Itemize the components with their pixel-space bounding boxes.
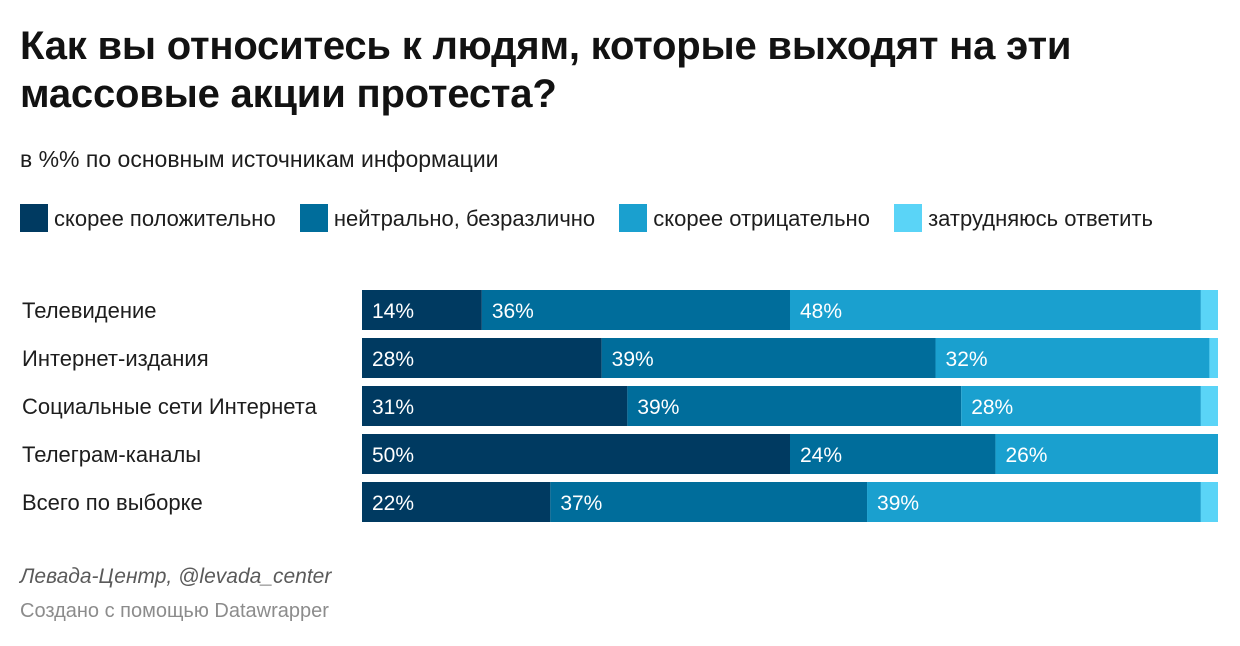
chart-title: Как вы относитесь к людям, которые выход… — [20, 24, 1072, 116]
bar-segment — [362, 482, 551, 522]
data-label: 14% — [372, 300, 414, 323]
bar-segment — [481, 290, 790, 330]
bar-segment — [1200, 482, 1218, 522]
legend-item-positive: скорее положительно — [20, 204, 276, 232]
bar-segment — [601, 338, 936, 378]
data-label: 31% — [372, 396, 414, 419]
legend-item-negative: скорее отрицательно — [619, 204, 870, 232]
legend-label-positive: скорее положительно — [54, 206, 276, 231]
bar-segment — [627, 386, 962, 426]
data-label: 39% — [637, 396, 679, 419]
legend-label-neutral: нейтрально, безразлично — [333, 206, 596, 231]
category-label: Телеграм-каналы — [22, 442, 201, 467]
legend-swatch-negative — [619, 204, 648, 232]
category-label: Интернет-издания — [22, 346, 209, 371]
bar-segment — [790, 290, 1201, 330]
bar-segment — [362, 290, 482, 330]
bar-segment — [362, 434, 790, 474]
data-label: 22% — [372, 492, 414, 515]
category-label: Всего по выборке — [22, 490, 203, 515]
bar-segment — [362, 338, 602, 378]
legend-label-negative: скорее отрицательно — [653, 206, 870, 231]
legend-swatch-neutral — [299, 204, 328, 232]
legend-label-undecided: затрудняюсь ответить — [928, 206, 1153, 231]
legend-item-undecided: затрудняюсь ответить — [894, 204, 1153, 232]
data-label: 39% — [612, 348, 654, 371]
data-label: 28% — [372, 348, 414, 371]
data-label: 37% — [560, 492, 602, 515]
legend-swatch-undecided — [894, 204, 923, 232]
data-label: 39% — [877, 492, 919, 515]
bar-segment — [790, 434, 996, 474]
category-label: Социальные сети Интернета — [22, 394, 318, 419]
bar-segment — [995, 434, 1218, 474]
data-label: 36% — [492, 300, 534, 323]
legend-item-neutral: нейтрально, безразлично — [299, 204, 596, 232]
bar-segment — [935, 338, 1210, 378]
data-label: 26% — [1005, 444, 1047, 467]
category-label: Телевидение — [22, 298, 157, 323]
bar-segment — [961, 386, 1201, 426]
datawrapper-credit: Создано с помощью Datawrapper — [20, 600, 329, 622]
bar-segment — [1200, 290, 1218, 330]
bar-segment — [550, 482, 868, 522]
data-label: 32% — [946, 348, 988, 371]
bar-segment — [362, 386, 628, 426]
bar-segment — [867, 482, 1201, 522]
data-label: 28% — [971, 396, 1013, 419]
legend: скорее положительно нейтрально, безразли… — [20, 202, 1220, 236]
data-label: 48% — [800, 300, 842, 323]
legend-swatch-positive — [20, 204, 48, 232]
chart-subtitle: в %% по основным источникам информации — [20, 146, 499, 172]
data-label: 24% — [800, 444, 842, 467]
bar-segment — [1200, 386, 1218, 426]
bar-segment — [1209, 338, 1218, 378]
data-label: 50% — [372, 444, 414, 467]
source-note: Левада-Центр, @levada_center — [20, 565, 332, 588]
